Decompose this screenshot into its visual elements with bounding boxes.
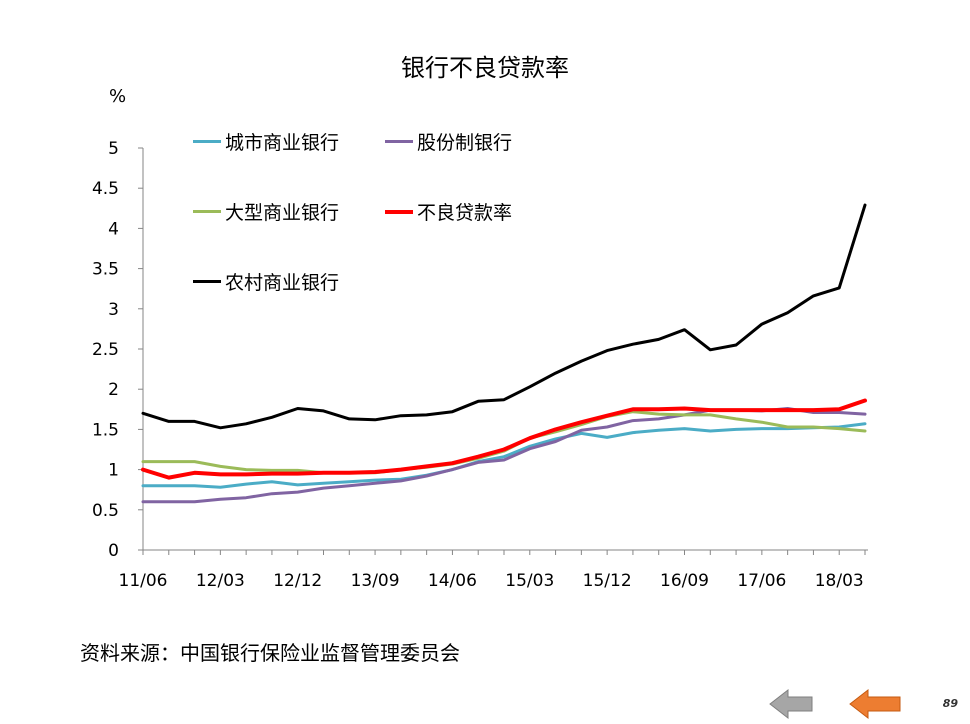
x-tick-label: 15/03 — [505, 571, 554, 591]
x-tick-label: 15/12 — [583, 571, 632, 591]
y-tick-label: 5 — [108, 139, 119, 159]
arrow-left-icon — [769, 688, 813, 720]
legend-label: 大型商业银行 — [225, 202, 340, 224]
next-slide-button[interactable] — [848, 688, 901, 720]
x-tick-label: 18/03 — [815, 571, 864, 591]
x-tick-label: 17/06 — [737, 571, 786, 591]
legend-label: 不良贷款率 — [417, 202, 513, 224]
legend-swatch — [385, 209, 413, 214]
legend-swatch — [193, 140, 221, 143]
legend-label: 城市商业银行 — [225, 132, 340, 154]
y-tick-label: 3.5 — [92, 260, 119, 280]
legend-swatch — [385, 140, 413, 143]
page-number: 89 — [942, 697, 958, 710]
y-tick-label: 4.5 — [92, 179, 119, 199]
legend-label: 农村商业银行 — [225, 272, 340, 294]
x-tick-label: 11/06 — [119, 571, 168, 591]
arrow-left-icon — [849, 688, 901, 720]
x-tick-label: 16/09 — [660, 571, 709, 591]
source-note: 资料来源：中国银行保险业监督管理委员会 — [80, 641, 460, 665]
legend-label: 股份制银行 — [417, 132, 513, 154]
y-tick-label: 0 — [108, 541, 119, 561]
y-tick-label: 1.5 — [92, 420, 119, 440]
x-tick-label: 12/12 — [273, 571, 322, 591]
y-tick-label: 0.5 — [92, 501, 119, 521]
chart-title: 银行不良贷款率 — [401, 54, 569, 82]
legend-item-rural-banks: 农村商业银行 — [193, 268, 339, 295]
series-line — [141, 398, 867, 480]
legend-item-joint-stock-banks: 股份制银行 — [385, 128, 512, 155]
y-tick-label: 2 — [108, 380, 119, 400]
y-tick-label: 4 — [108, 219, 119, 239]
x-tick-label: 13/09 — [351, 571, 400, 591]
series-line — [141, 203, 867, 430]
y-tick-label: 2.5 — [92, 340, 119, 360]
y-axis-unit: % — [109, 86, 127, 107]
series-line — [141, 422, 867, 489]
legend-swatch — [193, 210, 221, 213]
legend-swatch — [193, 280, 221, 283]
y-tick-label: 3 — [108, 300, 119, 320]
legend-item-city-banks: 城市商业银行 — [193, 128, 339, 155]
legend-item-large-banks: 大型商业银行 — [193, 198, 339, 225]
x-tick-label: 14/06 — [428, 571, 477, 591]
y-tick-label: 1 — [108, 461, 119, 481]
legend-item-npl-ratio: 不良贷款率 — [385, 198, 512, 225]
x-tick-label: 12/03 — [196, 571, 245, 591]
series-line — [141, 410, 867, 475]
prev-slide-button[interactable] — [768, 688, 814, 720]
